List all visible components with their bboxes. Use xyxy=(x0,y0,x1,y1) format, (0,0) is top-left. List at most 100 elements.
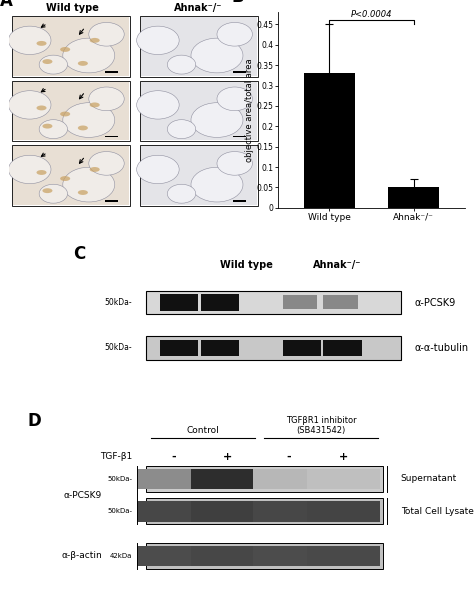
Bar xyxy=(12,145,130,206)
Ellipse shape xyxy=(191,103,243,138)
Bar xyxy=(141,17,257,76)
Ellipse shape xyxy=(39,185,67,203)
Bar xyxy=(105,136,118,138)
Text: -: - xyxy=(171,452,175,462)
Bar xyxy=(201,340,239,356)
Bar xyxy=(191,546,264,566)
Bar xyxy=(233,136,246,138)
Bar xyxy=(12,16,130,77)
Ellipse shape xyxy=(78,125,88,130)
Ellipse shape xyxy=(137,91,179,119)
Bar xyxy=(253,468,326,489)
Text: α-α-tubulin: α-α-tubulin xyxy=(414,343,469,353)
Bar xyxy=(233,200,246,202)
Ellipse shape xyxy=(36,41,46,46)
Text: Wild type: Wild type xyxy=(46,3,99,13)
Bar xyxy=(323,295,357,309)
Bar xyxy=(160,294,198,311)
Ellipse shape xyxy=(42,188,53,193)
Bar xyxy=(283,295,317,309)
Ellipse shape xyxy=(60,111,70,116)
Ellipse shape xyxy=(63,167,115,202)
Bar xyxy=(141,82,257,140)
Bar xyxy=(137,468,210,489)
Bar xyxy=(283,340,321,356)
Ellipse shape xyxy=(217,23,253,46)
Ellipse shape xyxy=(39,120,67,139)
Ellipse shape xyxy=(9,26,51,55)
Bar xyxy=(388,188,439,208)
Bar xyxy=(13,17,129,76)
Text: C: C xyxy=(73,245,85,262)
Text: Supernatant: Supernatant xyxy=(401,474,457,484)
Bar xyxy=(12,80,130,141)
Ellipse shape xyxy=(60,176,70,181)
Text: TGF-β1: TGF-β1 xyxy=(100,452,132,462)
Text: 50kDa-: 50kDa- xyxy=(105,343,132,353)
Bar xyxy=(307,546,380,566)
Text: α-PCSK9: α-PCSK9 xyxy=(63,490,101,499)
Ellipse shape xyxy=(89,23,124,46)
Bar xyxy=(323,340,362,356)
Bar xyxy=(160,340,198,356)
Bar xyxy=(146,466,383,491)
Ellipse shape xyxy=(9,91,51,119)
Text: P<0.0004: P<0.0004 xyxy=(351,10,392,19)
Ellipse shape xyxy=(191,38,243,73)
Bar xyxy=(105,71,118,73)
Bar xyxy=(307,468,380,489)
Ellipse shape xyxy=(137,26,179,55)
Text: Wild type: Wild type xyxy=(219,260,273,270)
Text: +: + xyxy=(339,452,348,462)
Bar xyxy=(233,71,246,73)
Ellipse shape xyxy=(217,87,253,111)
Ellipse shape xyxy=(89,152,124,175)
Text: 50kDa-: 50kDa- xyxy=(105,298,132,307)
Ellipse shape xyxy=(217,152,253,175)
Bar xyxy=(141,146,257,205)
Text: +: + xyxy=(223,452,232,462)
Bar xyxy=(146,291,401,314)
Ellipse shape xyxy=(42,124,53,128)
Ellipse shape xyxy=(60,47,70,52)
Ellipse shape xyxy=(78,61,88,66)
Ellipse shape xyxy=(167,120,196,139)
Bar xyxy=(201,294,239,311)
Bar xyxy=(13,146,129,205)
Text: 42kDa: 42kDa xyxy=(110,553,132,559)
Ellipse shape xyxy=(167,185,196,203)
Ellipse shape xyxy=(89,87,124,111)
Ellipse shape xyxy=(9,155,51,184)
Ellipse shape xyxy=(42,59,53,64)
Bar xyxy=(105,200,118,202)
Text: -: - xyxy=(287,452,292,462)
Bar xyxy=(304,73,355,208)
Y-axis label: objective area/total area: objective area/total area xyxy=(245,58,254,162)
Bar xyxy=(146,543,383,569)
Text: Ahnak⁻/⁻: Ahnak⁻/⁻ xyxy=(174,3,222,13)
Text: α-β-actin: α-β-actin xyxy=(62,551,103,560)
Bar xyxy=(253,501,326,521)
Text: Total Cell Lysate: Total Cell Lysate xyxy=(401,507,474,516)
Ellipse shape xyxy=(137,155,179,184)
Ellipse shape xyxy=(63,103,115,138)
Bar xyxy=(307,501,380,521)
Bar xyxy=(137,546,210,566)
Bar xyxy=(146,498,383,524)
Text: Control: Control xyxy=(186,426,219,435)
Bar xyxy=(140,16,258,77)
Bar xyxy=(146,336,401,359)
Text: 50kDa-: 50kDa- xyxy=(107,508,132,514)
Text: D: D xyxy=(27,412,41,429)
Ellipse shape xyxy=(191,167,243,202)
Text: A: A xyxy=(0,0,12,10)
Ellipse shape xyxy=(36,170,46,175)
Bar xyxy=(140,145,258,206)
Text: 50kDa-: 50kDa- xyxy=(107,476,132,482)
Bar xyxy=(253,546,326,566)
Ellipse shape xyxy=(78,190,88,195)
Ellipse shape xyxy=(90,102,100,107)
Ellipse shape xyxy=(167,55,196,74)
Bar xyxy=(140,80,258,141)
Ellipse shape xyxy=(39,55,67,74)
